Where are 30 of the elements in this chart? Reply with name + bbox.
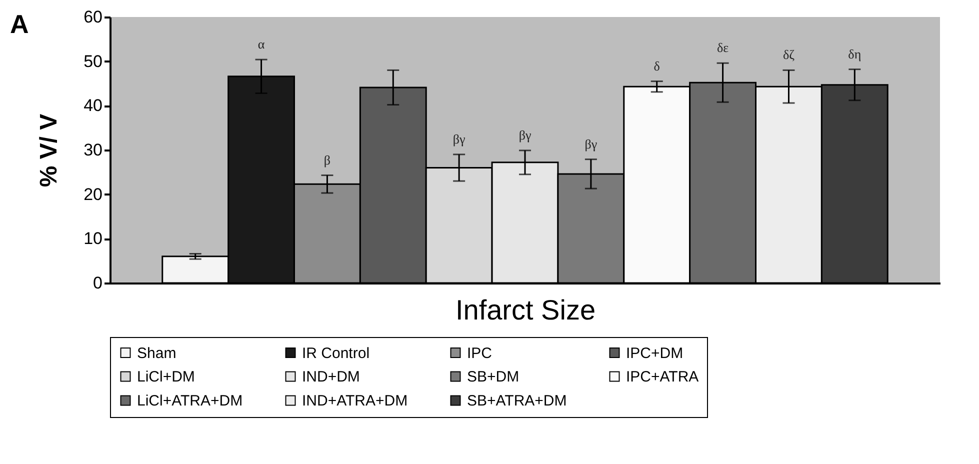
data-label: βγ [584, 136, 598, 152]
data-label: δη [848, 46, 862, 62]
data-label: βγ [452, 131, 466, 146]
legend-label: LiCl+ATRA+DM [137, 392, 243, 410]
legend-label: IND+ATRA+DM [302, 392, 408, 410]
data-label: α [258, 36, 265, 52]
data-label: δε [716, 40, 730, 56]
data-label: δζ [782, 47, 796, 62]
legend-label: IPC+ATRA [626, 368, 699, 386]
legend-label: IND+DM [302, 368, 360, 386]
legend-label: SB+DM [467, 368, 520, 386]
legend-label: IR Control [302, 344, 370, 362]
y-tick-label: 0 [93, 274, 102, 292]
x-axis-title: Infarct Size [455, 294, 596, 326]
y-axis-title: % V/ V [36, 114, 63, 188]
y-tick-label: 50 [84, 52, 102, 71]
y-tick-label: 10 [84, 229, 102, 248]
y-tick-label: 30 [84, 140, 102, 160]
y-tick-label: 20 [84, 184, 102, 204]
chart-title: A [10, 9, 29, 39]
data-label: δ [654, 58, 660, 74]
legend-label: Sham [137, 344, 176, 362]
y-tick-label: 40 [84, 96, 102, 116]
legend-label: IPC+DM [626, 344, 684, 362]
legend-label: IPC [467, 344, 492, 362]
data-label: β [324, 152, 331, 168]
data-label: βγ [518, 127, 532, 142]
legend-label: SB+ATRA+DM [467, 392, 567, 410]
legend-label: LiCl+DM [137, 368, 195, 386]
y-tick-label: 60 [84, 8, 102, 26]
